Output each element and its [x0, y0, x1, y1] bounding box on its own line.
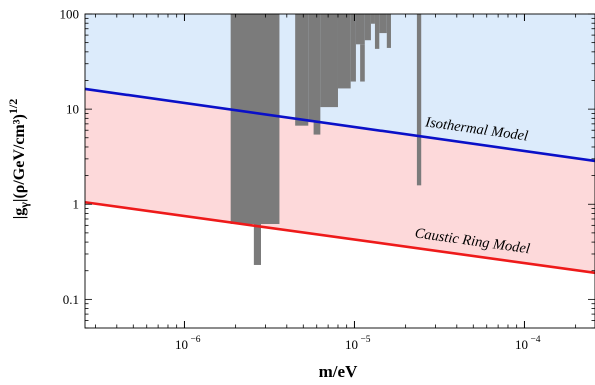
exclusion-block: [337, 14, 351, 89]
exclusion-block: [350, 14, 356, 82]
caustic-region: [85, 88, 595, 273]
exclusion-block: [313, 122, 321, 135]
exclusion-block: [295, 14, 309, 126]
exclusion-block: [386, 14, 391, 48]
y-tick-label: 0.1: [63, 292, 79, 307]
x-tick-label: 10: [515, 337, 528, 352]
x-tick-exponent: −5: [360, 335, 370, 345]
y-axis-label-part: 1/2: [6, 99, 20, 114]
exclusion-block: [374, 14, 380, 49]
x-axis-label: m/eV: [319, 362, 358, 381]
exclusion-block: [379, 14, 387, 34]
exclusion-block: [253, 223, 261, 265]
x-tick-label: 10: [175, 337, 188, 352]
y-tick-label: 10: [66, 102, 79, 117]
exclusion-block: [308, 14, 321, 123]
y-axis-label-part: |(ρ/GeV/cm³): [11, 114, 28, 202]
y-axis-label-part: γ: [17, 202, 31, 209]
y-tick-label: 100: [60, 7, 80, 22]
y-axis-label: |gγ|(ρ/GeV/cm³)1/2: [6, 99, 31, 219]
exclusion-block: [230, 14, 280, 224]
exclusion-block: [364, 14, 371, 41]
x-tick-label: 10: [345, 337, 358, 352]
exclusion-block: [360, 44, 365, 82]
exclusion-block: [320, 14, 338, 108]
exclusion-block: [370, 14, 375, 24]
x-tick-exponent: −4: [530, 335, 540, 345]
plot-frame: [84, 13, 595, 329]
isothermal-line: [84, 87, 595, 163]
caustic-ring-line: [84, 200, 595, 275]
y-tick-label: 1: [73, 197, 80, 212]
x-tick-exponent: −6: [190, 335, 200, 345]
y-axis-label-part: |g: [11, 208, 28, 220]
exclusion-block: [416, 14, 422, 186]
exclusion-block: [355, 14, 365, 45]
